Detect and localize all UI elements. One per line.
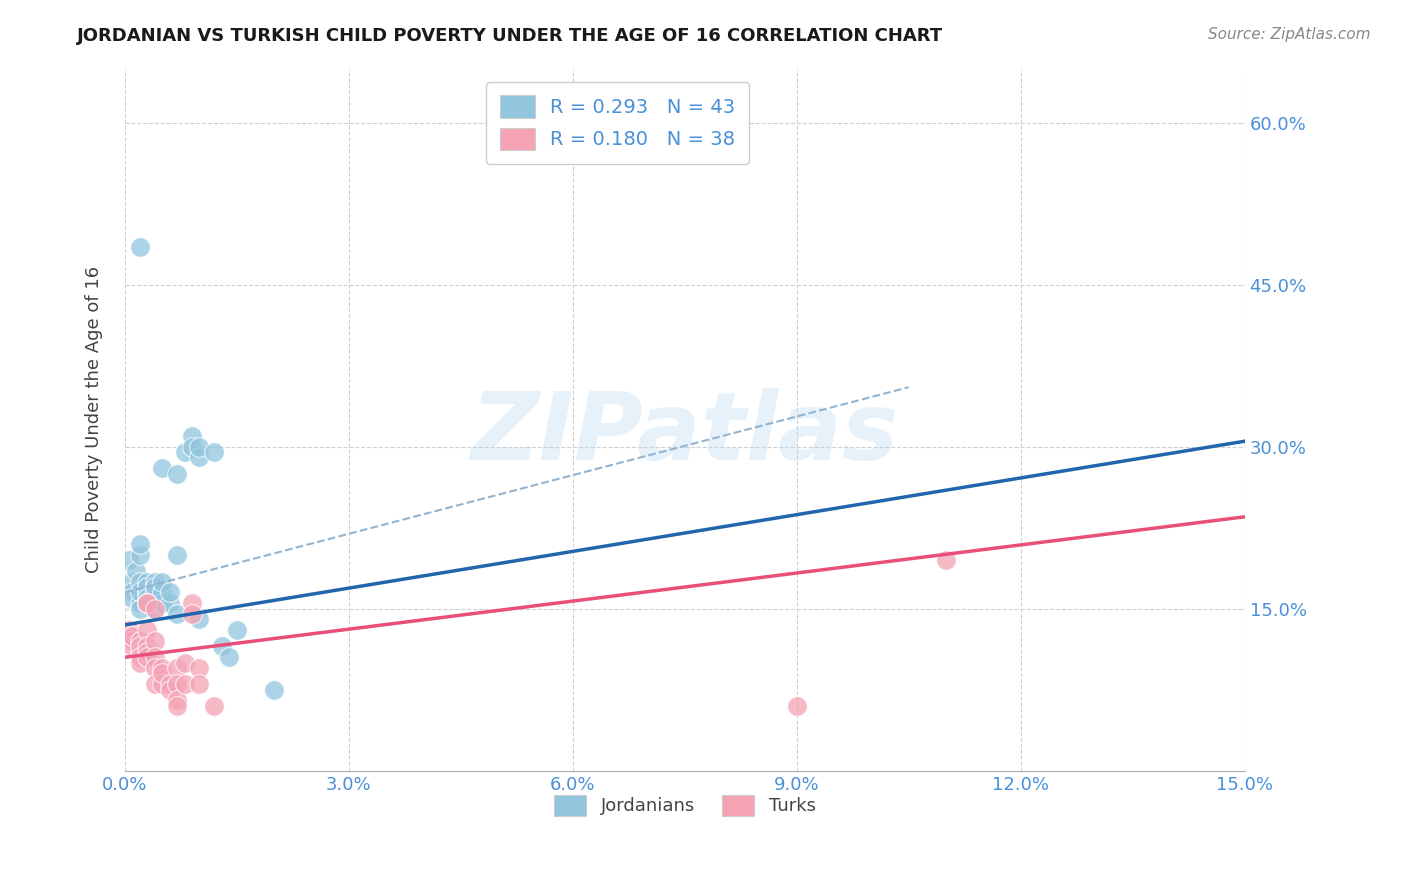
Point [128, 650, 150, 665]
Point [128, 656, 150, 670]
Point [150, 596, 173, 610]
Point [143, 574, 166, 589]
Text: ZIPatlas: ZIPatlas [471, 388, 898, 480]
Point [128, 548, 150, 562]
Point [136, 624, 159, 638]
Point [121, 591, 143, 605]
Point [128, 585, 150, 599]
Point [150, 661, 173, 675]
Point [136, 596, 159, 610]
Point [128, 537, 150, 551]
Point [166, 661, 188, 675]
Point [128, 640, 150, 654]
Point [166, 693, 188, 707]
Point [136, 596, 159, 610]
Point [166, 698, 188, 713]
Point [117, 553, 139, 567]
Point [136, 596, 159, 610]
Point [202, 445, 225, 459]
Point [125, 564, 148, 578]
Point [150, 574, 173, 589]
Point [150, 677, 173, 691]
Y-axis label: Child Poverty Under the Age of 16: Child Poverty Under the Age of 16 [86, 266, 103, 574]
Point [143, 650, 166, 665]
Point [166, 548, 188, 562]
Point [121, 585, 143, 599]
Point [136, 574, 159, 589]
Point [117, 624, 139, 638]
Point [166, 467, 188, 481]
Point [128, 601, 150, 615]
Point [143, 585, 166, 599]
Point [121, 640, 143, 654]
Point [188, 677, 211, 691]
Point [263, 682, 285, 697]
Point [136, 645, 159, 659]
Point [166, 607, 188, 621]
Point [128, 645, 150, 659]
Text: Source: ZipAtlas.com: Source: ZipAtlas.com [1208, 27, 1371, 42]
Point [211, 640, 233, 654]
Point [143, 677, 166, 691]
Point [136, 585, 159, 599]
Point [150, 666, 173, 681]
Point [128, 596, 150, 610]
Point [173, 656, 195, 670]
Point [121, 574, 143, 589]
Point [121, 629, 143, 643]
Point [173, 445, 195, 459]
Point [188, 661, 211, 675]
Point [188, 450, 211, 465]
Point [159, 596, 181, 610]
Point [128, 574, 150, 589]
Point [786, 698, 808, 713]
Text: JORDANIAN VS TURKISH CHILD POVERTY UNDER THE AGE OF 16 CORRELATION CHART: JORDANIAN VS TURKISH CHILD POVERTY UNDER… [77, 27, 943, 45]
Point [181, 596, 204, 610]
Point [143, 601, 166, 615]
Point [143, 634, 166, 648]
Point [128, 240, 150, 254]
Point [136, 640, 159, 654]
Point [150, 461, 173, 475]
Point [136, 591, 159, 605]
Point [136, 580, 159, 594]
Point [181, 429, 204, 443]
Point [202, 698, 225, 713]
Point [121, 634, 143, 648]
Legend: Jordanians, Turks: Jordanians, Turks [544, 786, 825, 825]
Point [143, 661, 166, 675]
Point [166, 677, 188, 691]
Point [136, 650, 159, 665]
Point [143, 580, 166, 594]
Point [143, 601, 166, 615]
Point [218, 650, 240, 665]
Point [159, 677, 181, 691]
Point [181, 607, 204, 621]
Point [225, 624, 247, 638]
Point [150, 585, 173, 599]
Point [935, 553, 957, 567]
Point [173, 677, 195, 691]
Point [128, 634, 150, 648]
Point [136, 596, 159, 610]
Point [181, 440, 204, 454]
Point [159, 585, 181, 599]
Point [188, 612, 211, 626]
Point [150, 596, 173, 610]
Point [159, 682, 181, 697]
Point [188, 440, 211, 454]
